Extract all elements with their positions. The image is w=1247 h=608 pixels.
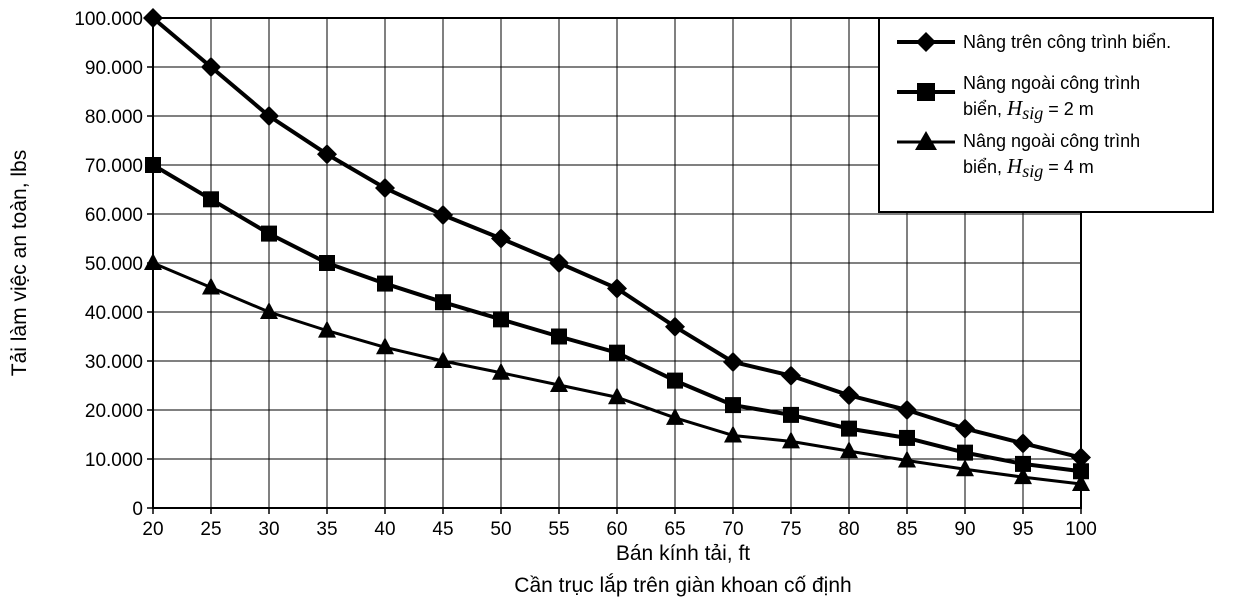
x-tick-label: 20 bbox=[142, 519, 163, 540]
data-point-square bbox=[493, 311, 509, 328]
y-axis-ticks: 0 10.000 20.000 30.000 40.000 50.000 60.000 70.… bbox=[74, 9, 153, 520]
y-tick-label: 30.000 bbox=[85, 352, 143, 373]
data-point-square bbox=[609, 344, 625, 361]
data-point-triangle bbox=[666, 407, 684, 425]
legend-label-3-line2: biển, Hsig = 4 m bbox=[963, 154, 1094, 181]
data-point-triangle bbox=[782, 431, 800, 449]
data-point-square bbox=[551, 328, 567, 345]
data-point-square bbox=[261, 225, 277, 242]
data-point-triangle bbox=[956, 459, 974, 477]
x-tick-label: 75 bbox=[780, 519, 801, 540]
data-point-triangle bbox=[202, 277, 220, 295]
series-layer bbox=[143, 8, 1091, 491]
x-axis-title: Bán kính tải, ft bbox=[616, 542, 750, 565]
y-tick-label: 70.000 bbox=[85, 156, 143, 177]
data-point-square bbox=[899, 429, 915, 446]
data-point-square bbox=[377, 275, 393, 292]
legend-entry-3: Nâng ngoài công trình biển, Hsig = 4 m bbox=[897, 131, 1140, 181]
legend-entry-2: Nâng ngoài công trình biển, Hsig = 2 m bbox=[897, 73, 1140, 123]
y-tick-label: 40.000 bbox=[85, 303, 143, 324]
data-point-square bbox=[783, 406, 799, 423]
data-point-triangle bbox=[898, 450, 916, 468]
x-tick-label: 95 bbox=[1012, 519, 1033, 540]
legend-label-2-line1: Nâng ngoài công trình bbox=[963, 73, 1140, 93]
legend: Nâng trên công trình biển. Nâng ngoài cô… bbox=[878, 17, 1214, 213]
data-point-square bbox=[667, 372, 683, 389]
x-tick-label: 85 bbox=[896, 519, 917, 540]
data-point-diamond bbox=[259, 106, 279, 126]
x-tick-label: 50 bbox=[490, 519, 511, 540]
y-tick-label: 0 bbox=[132, 499, 143, 520]
x-tick-label: 65 bbox=[664, 519, 685, 540]
y-tick-label: 10.000 bbox=[85, 450, 143, 471]
data-point-diamond bbox=[549, 253, 569, 273]
data-point-diamond bbox=[433, 204, 453, 225]
data-point-diamond bbox=[839, 385, 859, 406]
data-point-diamond bbox=[897, 400, 917, 420]
series-2 bbox=[145, 157, 1089, 480]
y-tick-label: 60.000 bbox=[85, 205, 143, 226]
chart-caption: Cần trục lắp trên giàn khoan cố định bbox=[514, 574, 851, 597]
x-tick-label: 30 bbox=[258, 519, 279, 540]
data-point-square bbox=[957, 444, 973, 461]
data-point-diamond bbox=[1013, 433, 1033, 454]
data-point-triangle bbox=[434, 351, 452, 368]
x-tick-label: 45 bbox=[432, 519, 453, 540]
data-point-triangle bbox=[318, 320, 336, 338]
data-point-diamond bbox=[201, 57, 221, 77]
data-point-diamond bbox=[317, 144, 337, 165]
data-point-square bbox=[725, 397, 741, 414]
legend-triangle-marker bbox=[915, 131, 937, 150]
data-point-triangle bbox=[840, 441, 858, 459]
x-tick-label: 60 bbox=[606, 519, 627, 540]
y-tick-label: 90.000 bbox=[85, 58, 143, 79]
data-point-triangle bbox=[376, 337, 394, 355]
data-point-triangle bbox=[1014, 467, 1032, 485]
data-point-diamond bbox=[607, 278, 627, 299]
x-tick-label: 80 bbox=[838, 519, 859, 540]
x-axis-ticks: 20 25 30 35 40 45 50 55 60 65 70 75 80 85 90 95 100 bbox=[142, 508, 1097, 540]
x-tick-label: 40 bbox=[374, 519, 395, 540]
data-point-triangle bbox=[550, 375, 568, 393]
y-tick-label: 80.000 bbox=[85, 107, 143, 128]
y-tick-label: 50.000 bbox=[85, 254, 143, 275]
data-point-diamond bbox=[723, 351, 743, 372]
legend-square-marker bbox=[917, 83, 935, 101]
x-tick-label: 55 bbox=[548, 519, 569, 540]
data-point-diamond bbox=[955, 418, 975, 439]
data-point-square bbox=[203, 191, 219, 208]
data-point-square bbox=[1015, 455, 1031, 472]
plot-frame bbox=[152, 17, 1082, 509]
legend-label-3-line1: Nâng ngoài công trình bbox=[963, 131, 1140, 151]
y-tick-label: 100.000 bbox=[74, 9, 143, 30]
data-point-diamond bbox=[491, 228, 511, 249]
legend-label-1: Nâng trên công trình biển. bbox=[963, 32, 1171, 52]
y-tick-label: 20.000 bbox=[85, 401, 143, 422]
legend-diamond-marker bbox=[916, 32, 936, 52]
y-axis-title: Tải làm việc an toàn, lbs bbox=[8, 150, 31, 376]
data-point-triangle bbox=[260, 302, 278, 319]
legend-entry-1: Nâng trên công trình biển. bbox=[897, 32, 1171, 52]
data-point-triangle bbox=[724, 425, 742, 443]
data-point-diamond bbox=[781, 365, 801, 386]
data-point-triangle bbox=[492, 362, 510, 380]
data-point-square bbox=[319, 255, 335, 271]
x-tick-label: 100 bbox=[1065, 519, 1097, 540]
legend-box bbox=[878, 17, 1214, 213]
series-1 bbox=[143, 8, 1091, 468]
x-tick-label: 90 bbox=[954, 519, 975, 540]
x-tick-label: 25 bbox=[200, 519, 221, 540]
x-tick-label: 70 bbox=[722, 519, 743, 540]
x-tick-label: 35 bbox=[316, 519, 337, 540]
data-point-triangle bbox=[608, 387, 626, 405]
data-point-square bbox=[841, 420, 857, 437]
data-point-diamond bbox=[665, 316, 685, 337]
legend-label-2-line2: biển, Hsig = 2 m bbox=[963, 96, 1094, 123]
data-point-square bbox=[435, 294, 451, 311]
data-point-diamond bbox=[375, 178, 395, 199]
